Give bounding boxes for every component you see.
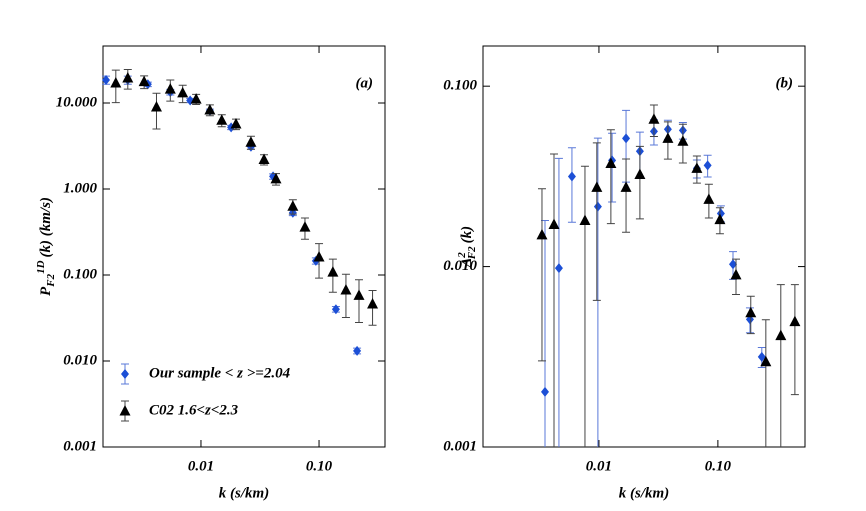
- data-point: [729, 259, 738, 270]
- error-bar: [580, 165, 589, 447]
- y-axis-label-part: 1D: [35, 260, 47, 274]
- data-point: [177, 86, 189, 98]
- data-point: [313, 250, 325, 262]
- data-point: [648, 113, 660, 124]
- data-point: [327, 266, 339, 277]
- x-tick-label: 0.01: [188, 458, 214, 474]
- legend-label: C02 1.6<z<2.3: [149, 402, 239, 418]
- error-bar: [537, 188, 546, 362]
- error-bar: [622, 158, 631, 233]
- data-point: [216, 114, 228, 125]
- y-axis-label-part: F2: [466, 246, 478, 260]
- data-point: [204, 103, 216, 115]
- error-bar: [790, 284, 799, 396]
- data-point: [691, 162, 703, 173]
- data-point: [703, 193, 715, 204]
- data-point: [714, 213, 726, 225]
- data-point: [102, 75, 111, 86]
- y-axis-label-part: (k): [459, 226, 475, 244]
- y-tick-label: 0.100: [63, 266, 97, 282]
- data-point: [789, 315, 801, 327]
- data-point: [605, 157, 617, 168]
- error-bar: [567, 147, 576, 223]
- data-point: [622, 133, 631, 144]
- y-axis-label-part: 2: [456, 252, 468, 259]
- data-point: [190, 93, 202, 104]
- data-point: [662, 132, 674, 143]
- data-point: [245, 136, 257, 147]
- data-point: [367, 298, 379, 309]
- y-tick-label: 0.001: [443, 438, 477, 454]
- error-bar: [776, 284, 785, 447]
- data-point: [164, 83, 176, 94]
- x-axis-label: k (s/km): [219, 485, 269, 501]
- data-point: [593, 201, 602, 212]
- data-point: [536, 228, 548, 240]
- data-point: [138, 75, 150, 87]
- data-point: [579, 214, 591, 226]
- x-tick-label: 0.10: [306, 458, 333, 474]
- legend-marker: [121, 369, 129, 379]
- data-point: [110, 76, 122, 88]
- y-tick-label: 0.001: [63, 438, 97, 454]
- data-point: [299, 221, 311, 232]
- error-bar: [592, 142, 601, 301]
- data-point: [567, 171, 576, 182]
- x-tick-label: 0.10: [705, 458, 732, 474]
- data-point: [620, 181, 632, 192]
- error-bar: [341, 273, 350, 319]
- data-point: [745, 306, 757, 318]
- data-point: [150, 101, 162, 112]
- data-point: [730, 268, 742, 280]
- panel-label: (b): [776, 75, 794, 91]
- data-point: [230, 117, 242, 129]
- y-axis-label-part: Δ: [459, 258, 475, 268]
- data-point: [270, 172, 282, 184]
- y-tick-label: 10.000: [56, 94, 98, 110]
- data-point: [775, 329, 787, 341]
- plot-frame: [482, 45, 806, 448]
- error-bar: [761, 319, 770, 447]
- error-bar: [550, 153, 558, 447]
- y-axis-label-part: P: [38, 286, 54, 296]
- y-tick-label: 0.010: [63, 352, 97, 368]
- data-point: [353, 289, 365, 300]
- error-bar: [554, 157, 563, 447]
- error-bar: [635, 145, 644, 220]
- plot-frame: [102, 45, 386, 448]
- legend-label: Our sample < z >=2.04: [149, 365, 291, 381]
- y-tick-label: 0.010: [443, 258, 477, 274]
- data-point: [703, 160, 712, 171]
- y-axis-label: Δ2F2 (k): [456, 226, 478, 268]
- data-point: [554, 263, 563, 274]
- data-point: [122, 72, 134, 83]
- data-point: [287, 200, 299, 211]
- data-point: [548, 218, 560, 230]
- data-point: [258, 153, 270, 165]
- data-point: [340, 283, 352, 295]
- data-point: [760, 355, 772, 367]
- y-axis-label-part: F2: [45, 273, 57, 287]
- legend-marker: [119, 405, 131, 416]
- y-tick-label: 1.000: [63, 180, 97, 196]
- data-point: [353, 345, 362, 356]
- y-tick-label: 0.100: [443, 78, 477, 94]
- data-point: [591, 181, 603, 192]
- error-bar: [354, 279, 363, 324]
- data-point: [677, 135, 689, 146]
- data-point: [634, 168, 646, 179]
- y-axis-label-part: (k) (km/s): [38, 197, 54, 257]
- error-bar: [606, 129, 615, 225]
- data-point: [331, 304, 340, 315]
- y-axis-label: PF21D (k) (km/s): [35, 197, 57, 296]
- data-point: [757, 351, 766, 362]
- data-point: [540, 386, 549, 397]
- x-axis-label: k (s/km): [619, 485, 669, 501]
- panel-label: (a): [356, 75, 374, 91]
- x-tick-label: 0.01: [586, 458, 612, 474]
